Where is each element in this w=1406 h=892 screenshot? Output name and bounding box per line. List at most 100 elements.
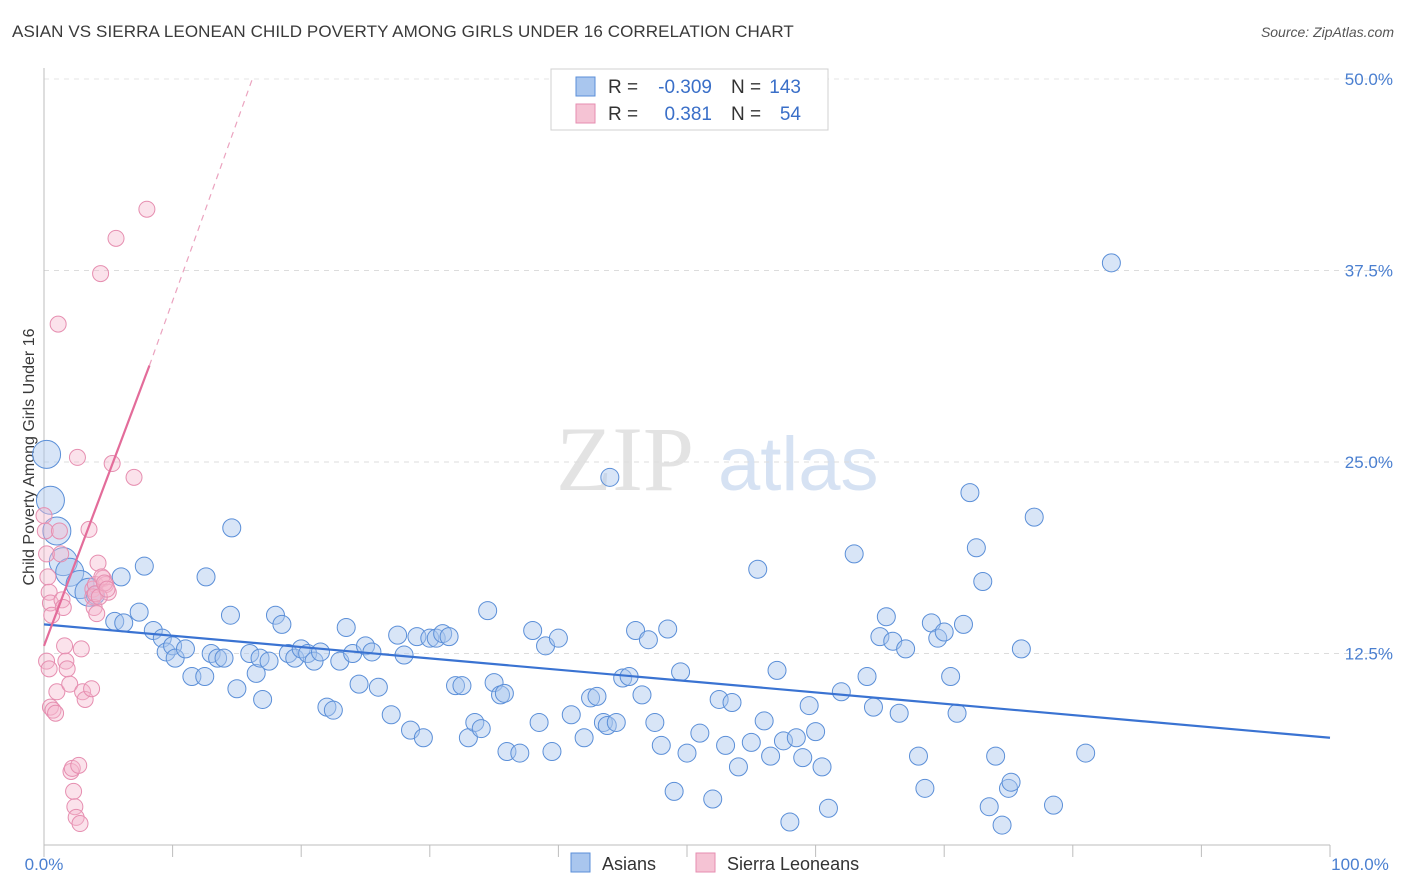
asian-point-82 — [600, 467, 620, 487]
asian-point-40 — [310, 642, 330, 662]
sierra-trend-extension — [148, 78, 253, 366]
sierra-point-53 — [138, 200, 156, 218]
asian-point-20 — [195, 666, 215, 686]
sierra-point-51 — [107, 229, 125, 247]
asian-point-116 — [857, 666, 877, 686]
asian-point-114 — [831, 682, 851, 702]
asian-point-96 — [703, 789, 723, 809]
asian-point-134 — [979, 797, 999, 817]
sierra-point-12 — [48, 683, 66, 701]
legend-swatch-asians — [570, 852, 591, 873]
asian-point-55 — [413, 728, 433, 748]
asian-point-64 — [471, 719, 491, 739]
y-tick-label-3: 50.0% — [1345, 70, 1393, 89]
asian-point-141 — [1044, 795, 1064, 815]
series-asians-points — [32, 253, 1121, 835]
asian-point-44 — [336, 617, 356, 637]
sierra-point-11 — [47, 704, 65, 722]
asian-point-9 — [134, 556, 154, 576]
sierra-point-10 — [44, 701, 62, 719]
sierra-point-18 — [56, 637, 74, 655]
asian-point-79 — [587, 686, 607, 706]
asian-point-140 — [1024, 507, 1044, 527]
y-tick-label-1: 25.0% — [1345, 453, 1393, 472]
asian-point-56 — [420, 628, 440, 648]
sierra-point-30 — [72, 640, 90, 658]
asian-point-51 — [388, 625, 408, 645]
asian-point-88 — [638, 630, 658, 650]
sierra-point-2 — [38, 545, 56, 563]
sierra-trend-line — [42, 365, 151, 647]
asian-point-36 — [285, 648, 305, 668]
asian-point-86 — [626, 621, 646, 641]
asian-point-129 — [947, 703, 967, 723]
asian-point-118 — [870, 627, 890, 647]
asian-point-136 — [992, 815, 1012, 835]
asian-point-99 — [722, 693, 742, 713]
asian-point-31 — [253, 689, 273, 709]
asian-point-112 — [812, 757, 832, 777]
asian-point-87 — [632, 685, 652, 705]
asian-point-89 — [645, 712, 665, 732]
asian-point-97 — [709, 689, 729, 709]
asian-point-34 — [272, 614, 292, 634]
sierra-point-13 — [49, 315, 67, 333]
asian-point-74 — [542, 742, 562, 762]
asian-point-108 — [786, 728, 806, 748]
asian-point-72 — [529, 712, 549, 732]
asian-point-133 — [973, 571, 993, 591]
asian-point-128 — [941, 666, 961, 686]
asian-point-106 — [773, 731, 793, 751]
asian-point-139 — [1011, 639, 1031, 659]
sierra-point-3 — [39, 568, 57, 586]
sierra-point-32 — [76, 690, 94, 708]
asian-point-101 — [741, 732, 761, 752]
asian-point-104 — [761, 746, 781, 766]
asian-point-110 — [799, 696, 819, 716]
stats-n-value-2: 54 — [780, 104, 802, 125]
asian-point-42 — [323, 700, 343, 720]
sierra-point-0 — [35, 507, 53, 525]
stats-n-label-2: N = — [731, 104, 761, 125]
asian-point-11 — [114, 613, 134, 633]
asian-point-84 — [613, 668, 633, 688]
sierra-point-25 — [66, 798, 84, 816]
stats-swatch-sierra — [575, 103, 596, 124]
asian-point-93 — [671, 662, 691, 682]
stats-box: R = -0.309 N = 143 R = 0.381 N = 54 — [550, 68, 829, 131]
asian-point-102 — [748, 559, 768, 579]
asian-point-70 — [510, 743, 530, 763]
y-tick-label-2: 37.5% — [1345, 262, 1393, 281]
asian-point-16 — [163, 636, 183, 656]
asian-point-123 — [908, 746, 928, 766]
watermark-zip: ZIP — [556, 408, 694, 510]
y-tick-label-0: 12.5% — [1345, 645, 1393, 664]
legend-label-sierra: Sierra Leoneans — [727, 854, 859, 874]
sierra-point-24 — [65, 782, 83, 800]
sierra-point-20 — [58, 660, 76, 678]
source-note: Source: ZipAtlas.com — [1260, 24, 1394, 40]
asian-point-76 — [561, 705, 581, 725]
asian-point-12 — [129, 602, 149, 622]
axes — [43, 68, 1331, 857]
asian-point-131 — [960, 483, 980, 503]
asian-point-8 — [111, 567, 131, 587]
legend-label-asians: Asians — [602, 854, 656, 874]
sierra-point-28 — [70, 756, 88, 774]
asian-point-107 — [780, 812, 800, 832]
asian-point-132 — [966, 538, 986, 558]
asian-point-94 — [677, 743, 697, 763]
asian-point-130 — [953, 614, 973, 634]
sierra-point-27 — [68, 448, 86, 466]
asian-point-71 — [523, 621, 543, 641]
asian-point-119 — [876, 607, 896, 627]
y-tick-labels: 12.5% 25.0% 37.5% 50.0% — [1345, 70, 1393, 664]
asian-point-29 — [246, 663, 266, 683]
series-sierra-points — [35, 200, 156, 833]
x-tick-label-min: 0.0% — [25, 855, 64, 874]
legend-swatch-sierra — [695, 852, 716, 873]
sierra-point-15 — [52, 545, 70, 563]
asian-point-124 — [915, 778, 935, 798]
asian-point-98 — [716, 735, 736, 755]
asian-point-23 — [208, 648, 228, 668]
